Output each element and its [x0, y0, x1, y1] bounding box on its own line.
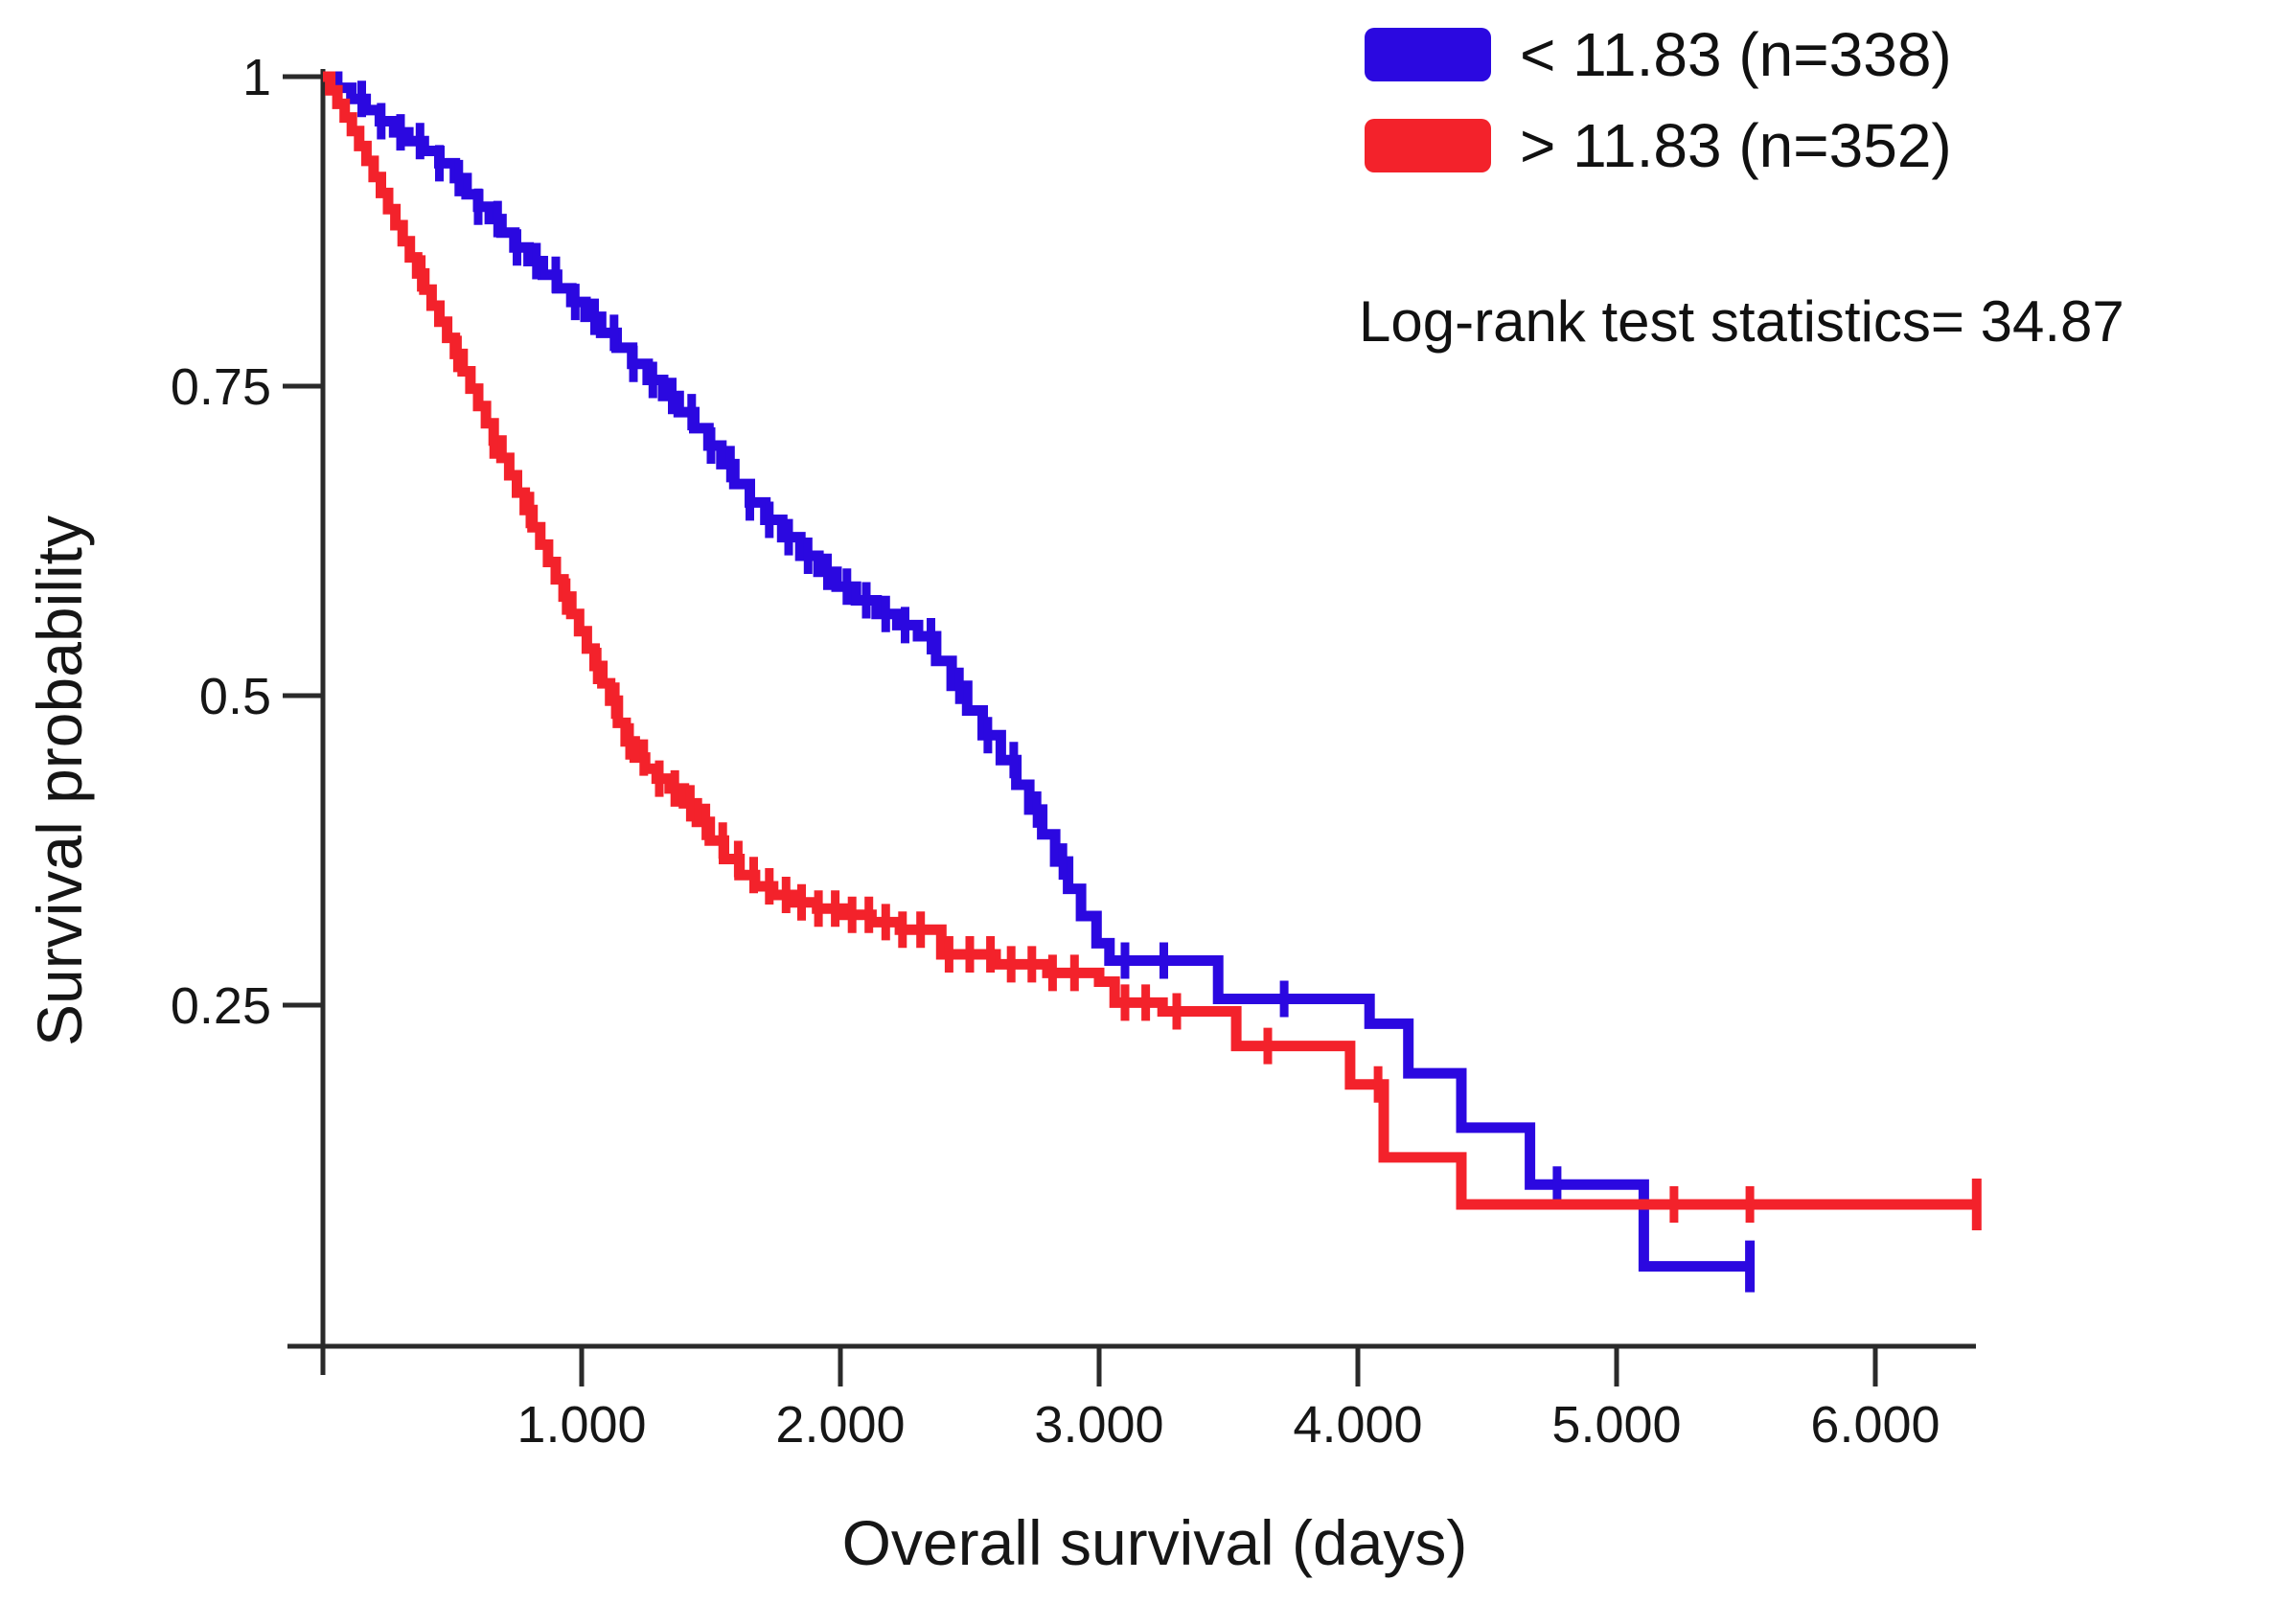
- blue-series: [323, 71, 1756, 1293]
- legend-item-red: > 11.83 (n=352): [1365, 115, 1952, 176]
- x-axis-title: Overall survival (days): [841, 1507, 1468, 1578]
- x-tick-label: 5.000: [1551, 1396, 1681, 1454]
- x-tick-label: 4.000: [1293, 1396, 1422, 1454]
- y-tick-label: 1: [242, 49, 271, 106]
- axes: 1 0.75 0.5 0.25 1.000 2.000 3.000 4.000 5.000 6.0…: [171, 49, 1976, 1454]
- x-tick-label: 1.000: [517, 1396, 646, 1454]
- red-series: [323, 71, 1982, 1230]
- y-tick-label: 0.75: [171, 358, 271, 416]
- x-tick-label: 3.000: [1034, 1396, 1163, 1454]
- x-tick-label: 2.000: [775, 1396, 905, 1454]
- blue-swatch-icon: [1365, 28, 1491, 81]
- y-tick-label: 0.5: [199, 668, 271, 725]
- legend: < 11.83 (n=338) > 11.83 (n=352): [1365, 24, 1952, 206]
- survival-curve: [323, 71, 1977, 1210]
- legend-item-blue: < 11.83 (n=338): [1365, 24, 1952, 85]
- y-tick-label: 0.25: [171, 977, 271, 1035]
- red-swatch-icon: [1365, 119, 1491, 172]
- log-rank-annotation: Log-rank test statistics= 34.87: [1359, 289, 2124, 354]
- legend-label-red: > 11.83 (n=352): [1520, 111, 1952, 180]
- y-axis-title: Survival probability: [24, 516, 95, 1046]
- survival-curve: [323, 71, 1751, 1272]
- x-tick-label: 6.000: [1810, 1396, 1940, 1454]
- legend-label-blue: < 11.83 (n=338): [1520, 20, 1952, 89]
